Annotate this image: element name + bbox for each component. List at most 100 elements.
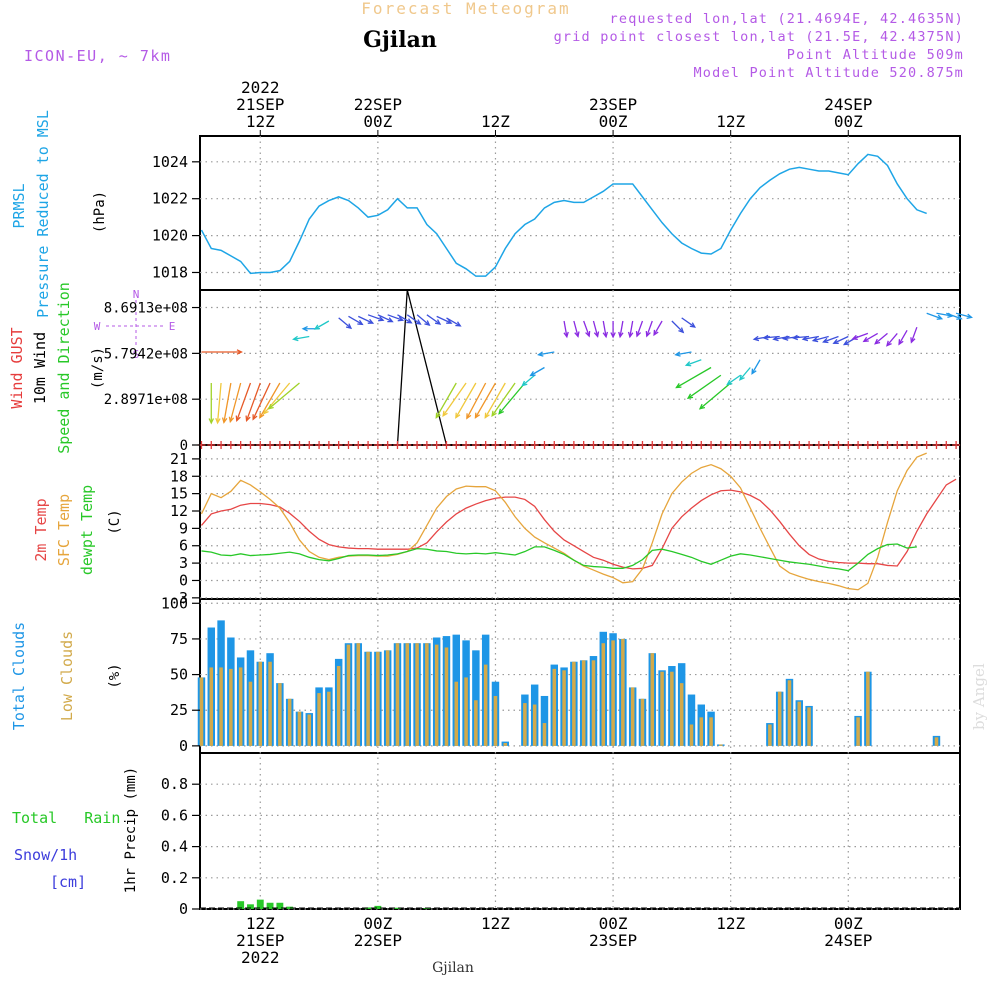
cloud-title-low: Low Clouds — [58, 631, 76, 721]
wind-arrow-head — [752, 335, 760, 342]
gust-marker — [452, 441, 461, 449]
gust-marker — [883, 441, 892, 449]
wind-arrow-head — [537, 351, 544, 357]
low-cloud-bar — [601, 643, 606, 746]
gust-marker — [530, 441, 539, 449]
ytick-label: 0.4 — [161, 838, 188, 856]
wind-arrow-head — [610, 332, 616, 339]
low-cloud-bar — [630, 687, 635, 746]
ytick-label: 0 — [179, 737, 188, 755]
rain-bar — [423, 908, 431, 909]
wind-arrow-head — [434, 319, 442, 325]
wind-arrow-head — [498, 408, 504, 415]
gust-marker — [403, 441, 412, 449]
wind-arrow-head — [397, 316, 405, 322]
wind-arrow — [803, 335, 819, 340]
gust-marker — [765, 441, 774, 449]
wind-arrow — [357, 315, 374, 324]
gust-marker — [462, 441, 471, 449]
grid-point-coords: grid point closest lon,lat (21.5E, 42.43… — [554, 29, 964, 45]
wind-arrow — [886, 332, 898, 347]
time-tick-label-top: 00Z — [834, 112, 863, 131]
wind-arrow — [259, 382, 281, 418]
wind-arrow — [636, 320, 644, 337]
wind-arrow-head — [801, 335, 809, 342]
wind-title-10m: 10m Wind — [31, 332, 49, 404]
pressure-title-line2: Pressure Reduced to MSL — [34, 110, 52, 318]
wind-arrow-head — [313, 324, 321, 330]
ytick-label: 0 — [179, 900, 188, 918]
wind-arrow — [681, 317, 696, 328]
low-cloud-bar — [434, 644, 439, 746]
wind-arrow — [823, 335, 839, 343]
ytick-label: 1018 — [152, 263, 188, 281]
bottom-location-label: Gjilan — [432, 960, 474, 976]
wind-arrow — [833, 335, 849, 344]
plot-layer: N W E S — [94, 153, 973, 909]
wind-arrow — [268, 382, 300, 410]
gust-marker — [658, 441, 667, 449]
low-cloud-bar — [581, 660, 586, 746]
wind-arrow — [236, 382, 252, 421]
wind-arrow — [474, 382, 497, 418]
total-cloud-bar — [687, 694, 696, 746]
low-cloud-bar — [248, 681, 253, 746]
low-cloud-bar — [807, 707, 811, 746]
gust-marker — [726, 441, 735, 449]
time-tick-label-top: 00Z — [363, 112, 392, 131]
temp-title-sfc: SFC Temp — [55, 494, 73, 566]
wind-title-speed: Speed and Direction — [55, 282, 73, 454]
low-cloud-bar — [709, 717, 713, 746]
time-tick-label-bottom: 22SEP — [354, 931, 402, 950]
wind-arrow-head — [435, 412, 441, 419]
wind-arrow — [898, 329, 908, 345]
ytick-label: 1022 — [152, 190, 188, 208]
wind-arrow-head — [781, 335, 789, 341]
gust-marker — [697, 441, 706, 449]
wind-arrow-head — [474, 412, 480, 419]
time-tick-label-bottom: 23SEP — [589, 931, 637, 950]
low-cloud-bar — [660, 671, 664, 746]
wind-arrow-head — [966, 313, 973, 319]
wind-arrow-head — [415, 319, 422, 325]
wind-arrow — [416, 314, 430, 326]
wind-arrow — [484, 382, 506, 418]
gust-marker — [903, 441, 912, 449]
wind-arrow-head — [484, 412, 490, 419]
wind-arrow — [926, 312, 942, 320]
wind-arrow — [783, 335, 800, 340]
time-tick-label-bottom: 21SEP — [236, 931, 284, 950]
wind-arrow-head — [378, 316, 385, 322]
gust-marker — [511, 441, 520, 449]
wind-arrow — [726, 374, 741, 385]
gust-marker — [687, 441, 696, 449]
rain-bar — [394, 907, 401, 909]
wind-arrow — [446, 317, 461, 327]
gust-marker — [932, 441, 941, 449]
gust-marker — [609, 441, 618, 449]
wind-arrow — [367, 314, 384, 321]
low-cloud-bar — [797, 701, 802, 746]
compass-letter: W — [94, 320, 101, 333]
ytick-label: 25 — [170, 701, 188, 719]
rain-bar — [247, 904, 254, 909]
pressure-line — [200, 153, 927, 277]
wind-arrow — [573, 320, 579, 337]
wind-arrow-head — [602, 331, 609, 339]
wind-arrow — [455, 382, 477, 418]
time-tick-label-top: 21SEP — [236, 95, 284, 114]
time-tick-label-top: 2022 — [241, 78, 280, 97]
wind-arrow — [216, 382, 222, 423]
wind-arrow-head — [811, 336, 819, 343]
wind-arrow-head — [593, 331, 600, 338]
rain-bar — [266, 902, 274, 909]
pressure-axis-titles: PRMSL Pressure Reduced to MSL (hPa) — [10, 110, 108, 318]
low-cloud-bar — [768, 724, 772, 746]
wind-arrow-head — [259, 412, 265, 419]
rain-bar — [276, 902, 284, 909]
wind-arrow-head — [267, 403, 274, 410]
location-title: Gjilan — [363, 27, 437, 53]
gust-marker — [756, 441, 765, 449]
wind-arrow — [910, 326, 918, 343]
wind-arrow-head — [406, 318, 413, 324]
